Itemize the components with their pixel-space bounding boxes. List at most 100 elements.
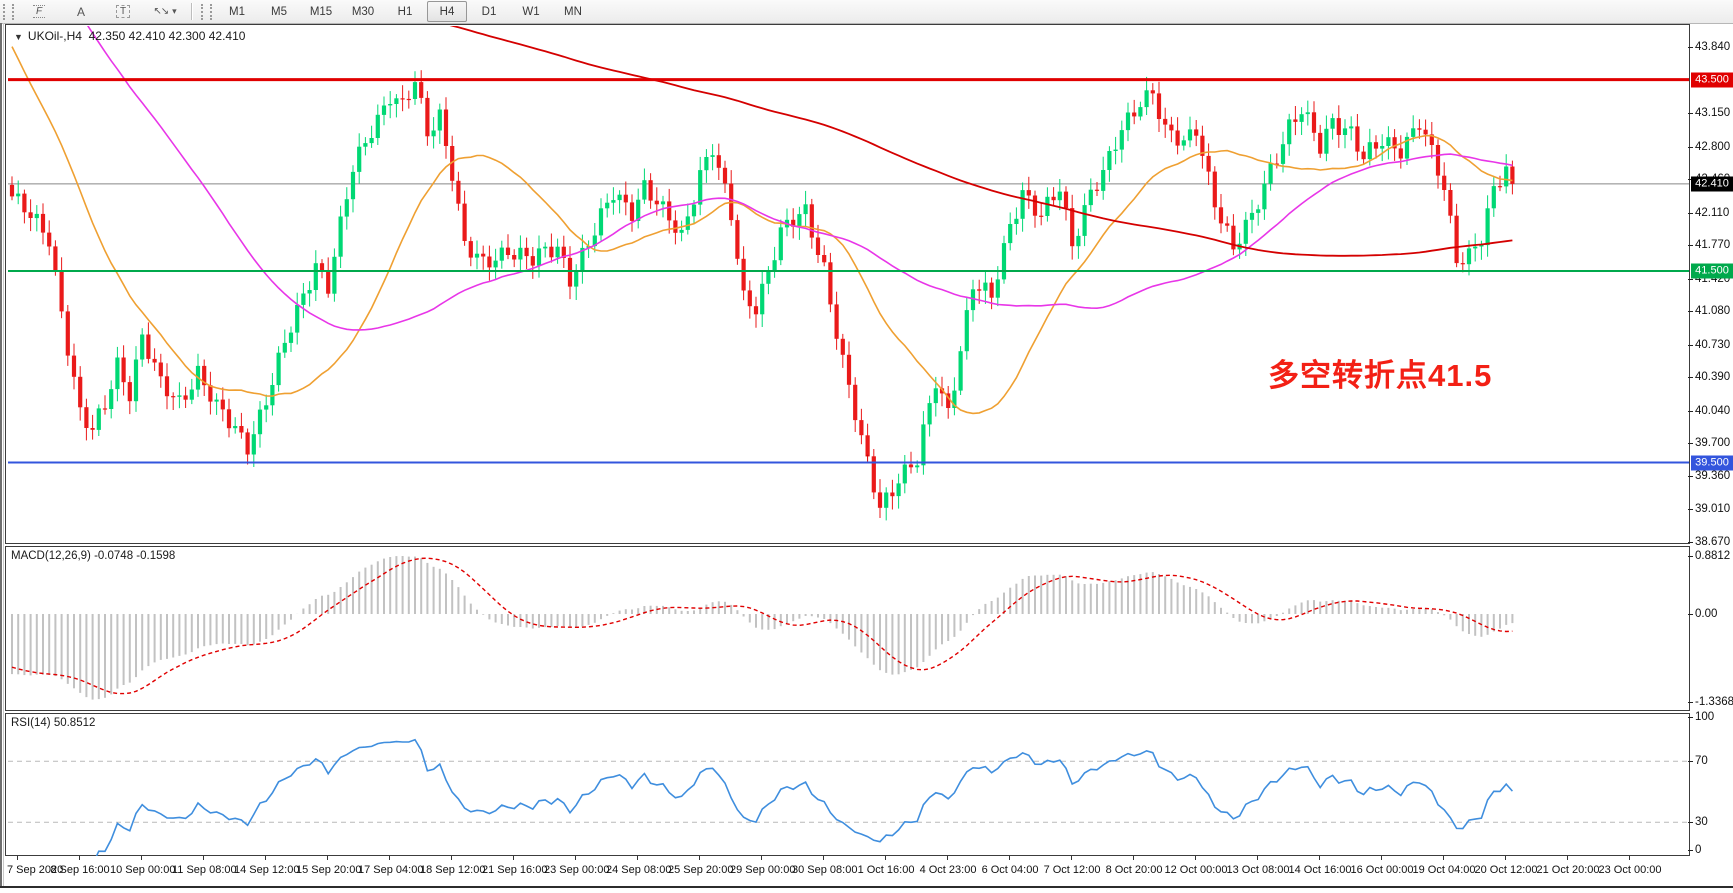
price-tick-label: 41.770 [1687,239,1731,252]
time-tick-mark [1567,856,1568,860]
time-tick-mark [699,856,700,860]
timeframe-M1-button[interactable]: M1 [229,5,245,18]
toolbar: F A T ↖↘ ▾ M1 M5 M15 M30 H1 H4 D1 W1 MN [0,0,1733,24]
time-tick-label: 8 Sep 16:00 [50,864,110,876]
price-tick-label: 43.150 [1687,107,1731,120]
time-tick-mark [513,856,514,860]
rsi-indicator-label: RSI(14) 50.8512 [11,717,96,729]
window-left-edge [0,23,2,886]
price-chart-panel[interactable] [5,24,1690,544]
timeframe-D1-button[interactable]: D1 [481,5,497,18]
time-tick-label: 25 Sep 20:00 [668,864,734,876]
time-tick-mark [637,856,638,860]
text-label-icon: T [115,5,131,18]
price-tick-label: 42.110 [1687,206,1730,219]
rsi-canvas[interactable] [6,714,1689,856]
rsi-tick-label: 100 [1687,711,1715,723]
price-tick-label: 43.840 [1687,41,1731,53]
fibonacci-retracement-icon: F [32,5,46,18]
macd-panel[interactable] [5,546,1690,711]
time-tick-mark [141,856,142,860]
price-chart-canvas[interactable]: ↑ [6,25,1689,543]
time-tick-mark [1505,856,1506,860]
timeframe-H1-button[interactable]: H1 [397,5,413,18]
text-annotation[interactable]: 多空转折点41.5 [1268,358,1493,393]
time-tick-label: 7 Oct 12:00 [1043,864,1101,876]
dropdown-caret-icon[interactable]: ▾ [172,6,177,16]
rsi-tick-label: 0 [1687,844,1702,856]
panel-divider[interactable] [5,544,1690,546]
macd-tick-label: 0.00 [1687,608,1718,620]
time-tick-mark [1071,856,1072,860]
fibonacci-retracement-tool-button[interactable]: F [19,1,59,22]
time-tick-label: 24 Sep 08:00 [606,864,672,876]
time-tick-label: 8 Oct 20:00 [1105,864,1163,876]
line-studies-toolbar: F A T ↖↘ ▾ [18,1,186,22]
time-tick-label: 17 Sep 04:00 [358,864,424,876]
price-axis[interactable]: 43.84043.15042.80042.46042.11041.77041.4… [1687,0,1733,886]
time-tick-mark [947,856,948,860]
time-tick-mark [265,856,266,860]
collapse-arrow-icon[interactable]: ▼ [14,32,23,42]
price-tick-label: 41.080 [1687,305,1731,318]
time-tick-label: 11 Sep 08:00 [172,864,237,876]
time-tick-mark [1629,856,1630,860]
arrows-icon: ↖↘ [153,6,169,17]
time-tick-mark [327,856,328,860]
price-tick-label: 39.700 [1687,437,1731,450]
symbol-label: UKOil-,H4 [27,29,82,43]
time-tick-label: 21 Oct 20:00 [1536,864,1600,876]
rsi-tick-label: 70 [1688,755,1708,768]
panel-divider[interactable] [5,711,1690,713]
macd-tick-label: 0.8812 [1687,550,1731,563]
time-tick-label: 16 Oct 00:00 [1350,864,1414,876]
time-tick-mark [1195,856,1196,860]
time-tick-label: 10 Sep 00:00 [110,864,176,876]
level-price-badge: 41.500 [1691,263,1733,279]
macd-canvas[interactable] [6,547,1689,710]
timeframe-M30-button[interactable]: M30 [351,5,375,18]
time-tick-label: 18 Sep 12:00 [420,864,486,876]
timeframe-MN-button[interactable]: MN [564,5,582,18]
text-label-tool-button[interactable]: T [103,1,143,22]
time-tick-label: 20 Oct 12:00 [1474,864,1538,876]
timeframe-M5-button[interactable]: M5 [271,5,287,18]
time-tick-label: 4 Oct 23:00 [919,864,977,876]
text-tool-button[interactable]: A [61,1,101,22]
window-bottom-edge [0,886,1733,888]
current-price-badge: 42.410 [1691,176,1733,192]
time-tick-mark [1257,856,1258,860]
chart-title: ▼ UKOil-,H4 42.350 42.410 42.300 42.410 [14,29,245,43]
price-tick-label: 40.040 [1687,404,1731,417]
time-tick-mark [389,856,390,860]
timeframe-W1-button[interactable]: W1 [522,5,540,18]
arrows-tool-button[interactable]: ↖↘ ▾ [145,1,185,22]
rsi-tick-label: 30 [1688,816,1708,829]
price-tick-label: 39.360 [1687,469,1731,482]
level-price-badge: 39.500 [1691,455,1733,470]
time-tick-label: 13 Oct 08:00 [1226,864,1290,876]
time-tick-mark [451,856,452,860]
time-tick-label: 7 Sep 2020 [7,864,64,876]
time-tick-label: 19 Oct 04:00 [1412,864,1476,876]
time-tick-label: 23 Oct 00:00 [1598,864,1662,876]
time-tick-label: 14 Sep 12:00 [234,864,300,876]
time-tick-label: 29 Sep 00:00 [730,864,796,876]
price-tick-label: 39.010 [1687,503,1731,516]
toolbar-grip-2[interactable] [201,3,212,20]
timeframe-M15-button[interactable]: M15 [309,5,333,18]
level-price-badge: 43.500 [1691,72,1733,88]
toolbar-grip[interactable] [3,3,14,20]
window-left-edge-highlight [3,23,4,886]
time-axis[interactable]: 7 Sep 2020 8 Sep 16:00 10 Sep 00:00 11 Sep … [5,856,1690,886]
time-tick-mark [1381,856,1382,860]
time-tick-label: 6 Oct 04:00 [981,864,1039,876]
text-icon: A [76,4,85,19]
time-tick-mark [575,856,576,860]
price-tick-label: 42.800 [1687,140,1731,153]
timeframe-H4-button[interactable]: H4 [427,1,467,22]
price-tick-label: 38.670 [1687,535,1731,548]
time-tick-label: 1 Oct 16:00 [857,864,915,876]
macd-tick-label: -1.3368 [1687,695,1733,708]
timeframes-toolbar: M1 M5 M15 M30 H1 H4 D1 W1 MN [216,1,594,22]
